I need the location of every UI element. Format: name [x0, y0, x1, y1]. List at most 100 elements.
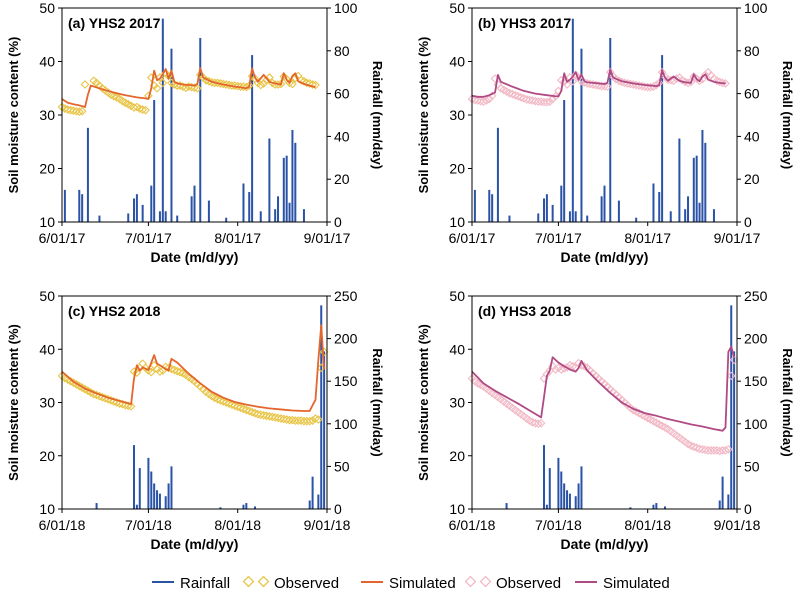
rainfall-bar — [543, 198, 546, 222]
observed-point — [698, 444, 707, 454]
rainfall-bar — [566, 490, 569, 509]
rainfall-bar — [543, 445, 546, 509]
left-tick-label: 30 — [39, 107, 55, 123]
rainfall-bar — [704, 142, 707, 222]
observed-point — [579, 77, 589, 87]
rainfall-bar — [193, 185, 196, 222]
rainfall-bar — [574, 496, 577, 509]
rainfall-bar — [268, 138, 271, 222]
rainfall-bar — [661, 55, 664, 222]
observed-point — [562, 80, 572, 89]
observed-point — [533, 419, 543, 429]
observed-point — [513, 91, 523, 101]
rainfall-bar — [658, 192, 661, 222]
rainfall-bars — [63, 18, 305, 223]
observed-point — [473, 96, 483, 105]
rainfall-bar — [158, 211, 161, 222]
observed-point — [233, 402, 243, 412]
observed-point — [522, 95, 532, 104]
rainfall-bar — [571, 18, 574, 223]
observed-point — [597, 81, 606, 91]
rainfall-bar — [505, 503, 508, 509]
rainfall-bar — [150, 185, 153, 222]
x-axis: 6/01/18 7/01/18 8/01/18 9/01/18 — [39, 509, 351, 533]
observed-point — [201, 75, 211, 85]
rainfall-bar — [78, 189, 81, 222]
simulated-line — [471, 345, 735, 432]
left-tick-label: 30 — [449, 395, 465, 411]
observed-point — [288, 415, 297, 425]
observed-point — [285, 415, 294, 425]
simulated-line — [61, 324, 326, 412]
observed-series — [467, 355, 739, 456]
rainfall-bar — [580, 48, 583, 222]
left-tick-label: 10 — [449, 214, 465, 230]
observed-point — [259, 79, 269, 88]
right-tick-label: 60 — [334, 86, 350, 102]
observed-point — [689, 442, 699, 452]
observed-point — [241, 405, 251, 415]
observed-point — [721, 79, 730, 88]
right-tick-label: 50 — [334, 458, 350, 474]
rainfall-bar — [545, 194, 548, 222]
observed-point — [216, 395, 225, 405]
rainfall-bar — [721, 476, 724, 509]
right-tick-label: 40 — [744, 128, 760, 144]
left-axis-label: Soil moisture content (%) — [416, 324, 431, 481]
legend-simulated-a-label: Simulated — [389, 575, 456, 592]
observed-point — [233, 81, 243, 91]
observed-point — [155, 367, 165, 376]
right-axis-label: Rainfall (mm/day) — [780, 61, 795, 169]
left-tick-label: 20 — [39, 161, 55, 177]
observed-point — [482, 96, 491, 105]
rainfall-bar — [568, 211, 571, 222]
right-tick-label: 0 — [744, 214, 752, 230]
right-tick-label: 80 — [334, 43, 350, 59]
rainfall-bar — [133, 198, 136, 222]
x-axis-label: Date (m/d/yy) — [151, 536, 239, 552]
left-axis-label: Soil moisture content (%) — [6, 324, 21, 481]
observed-point — [692, 443, 702, 453]
observed-point — [285, 78, 294, 88]
right-tick-label: 0 — [334, 214, 342, 230]
right-tick-label: 150 — [334, 373, 358, 389]
rainfall-bar — [551, 204, 554, 222]
left-tick-label: 40 — [39, 54, 55, 70]
observed-series — [57, 347, 329, 426]
observed-point — [721, 446, 730, 455]
rainfall-bar — [248, 192, 251, 222]
observed-point — [548, 94, 558, 104]
rainfall-bar — [600, 196, 603, 222]
rainfall-bar — [629, 507, 632, 509]
observed-point — [603, 82, 612, 92]
x-tick-label: 6/01/18 — [39, 517, 86, 533]
observed-point — [267, 412, 277, 422]
observed-point — [712, 446, 722, 455]
rainfall-bar — [225, 217, 228, 222]
legend-rainfall-label: Rainfall — [180, 575, 230, 592]
observed-point — [279, 414, 289, 424]
panel-title: (d) YHS3 2018 — [478, 303, 571, 319]
observed-point — [164, 363, 173, 373]
observed-point — [74, 107, 84, 117]
rainfall-bar — [170, 48, 173, 222]
right-tick-label: 40 — [334, 128, 350, 144]
left-tick-label: 50 — [39, 288, 55, 304]
rainfall-bar — [190, 196, 193, 222]
observed-point — [510, 90, 520, 100]
observed-point — [244, 81, 254, 90]
right-axis-label: Rainfall (mm/day) — [370, 61, 385, 169]
observed-point — [305, 79, 315, 88]
right-tick-label: 150 — [744, 373, 768, 389]
rainfall-bar — [282, 157, 285, 222]
rainfall-bar — [491, 194, 494, 222]
observed-point — [505, 88, 514, 98]
x-tick-label: 7/01/18 — [535, 517, 582, 533]
rainfall-bar — [98, 215, 101, 222]
rainfall-bar — [317, 494, 320, 509]
observed-point — [109, 91, 119, 101]
observed-point — [152, 83, 162, 93]
rainfall-bar — [86, 127, 89, 222]
x-tick-label: 6/01/17 — [39, 230, 86, 246]
x-tick-label: 7/01/17 — [535, 230, 582, 246]
